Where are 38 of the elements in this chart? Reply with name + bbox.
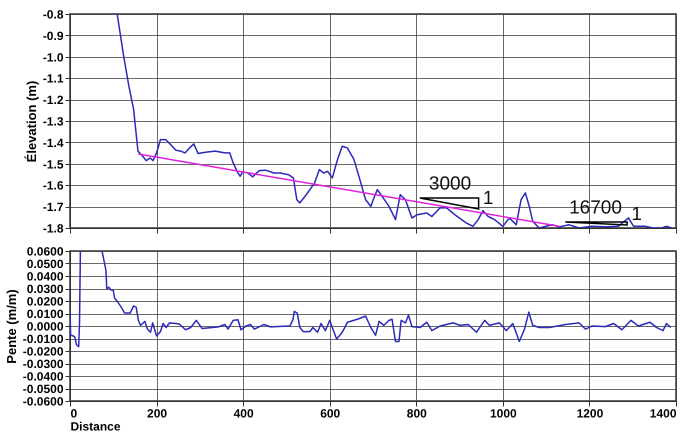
y-tick-label: 0.0400 bbox=[26, 270, 64, 284]
y-tick-label: -1.7 bbox=[42, 200, 64, 214]
y-tick-label: -0.8 bbox=[42, 8, 64, 22]
x-tick-label: 200 bbox=[147, 406, 168, 420]
line-series bbox=[116, 14, 672, 228]
y-tick-label: -0.0300 bbox=[22, 357, 64, 371]
annotation: 1 bbox=[631, 204, 642, 226]
x-tick-label: 400 bbox=[234, 406, 254, 420]
y-tick-label: -1.1 bbox=[42, 72, 64, 86]
y-tick-label: -1.3 bbox=[42, 114, 64, 128]
annotation: 1 bbox=[482, 188, 494, 209]
y-tick-label: 0.0300 bbox=[26, 282, 64, 296]
y-tick-label: -0.0200 bbox=[22, 344, 64, 358]
y-tick-label: -0.9 bbox=[42, 28, 64, 43]
y-tick-label: -1.2 bbox=[42, 93, 64, 108]
y-tick-label: -0.0400 bbox=[22, 370, 64, 384]
y-axis-title: Pente (m/m) bbox=[4, 289, 19, 364]
x-tick-label: 1400 bbox=[650, 406, 677, 420]
y-tick-label: -1.5 bbox=[42, 157, 64, 172]
y-axis-title: Élevation (m) bbox=[24, 80, 39, 162]
y-tick-label: -1.4 bbox=[42, 136, 64, 150]
y-tick-label: 0.0500 bbox=[26, 257, 64, 271]
y-tick-label: -0.0500 bbox=[22, 382, 64, 396]
x-tick-label: 1200 bbox=[576, 406, 604, 420]
x-tick-label: 1000 bbox=[490, 406, 518, 420]
y-tick-label: 0.0200 bbox=[26, 294, 64, 308]
y-tick-label: 0.0000 bbox=[26, 320, 64, 334]
y-tick-label: 0.0100 bbox=[26, 307, 64, 321]
y-tick-label: -1.0 bbox=[42, 50, 64, 64]
x-tick-label: 0 bbox=[70, 406, 78, 420]
x-axis-title: Distance bbox=[70, 420, 121, 434]
y-tick-label: 0.0600 bbox=[26, 244, 64, 258]
x-tick-label: 600 bbox=[320, 406, 341, 420]
y-tick-label: -1.6 bbox=[42, 178, 64, 193]
y-tick-label: -1.8 bbox=[42, 222, 64, 236]
y-tick-label: -0.0600 bbox=[22, 394, 64, 408]
y-tick-label: -0.0100 bbox=[22, 332, 64, 346]
x-tick-label: 800 bbox=[406, 406, 428, 420]
